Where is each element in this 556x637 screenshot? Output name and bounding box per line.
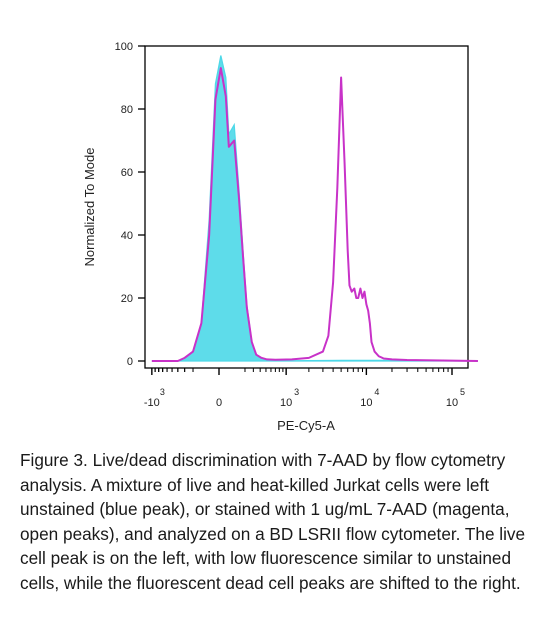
- figure-caption: Figure 3. Live/dead discrimination with …: [20, 450, 526, 593]
- y-tick-label: 60: [121, 167, 133, 179]
- x-tick-exponent: 5: [460, 387, 465, 397]
- x-axis-label: PE-Cy5-A: [277, 418, 335, 433]
- y-tick-label: 80: [121, 104, 133, 116]
- y-axis-label: Normalized To Mode: [82, 148, 97, 267]
- series-open-1: [151, 67, 478, 362]
- x-tick-label: -10: [144, 397, 160, 409]
- y-tick-label: 0: [127, 356, 133, 368]
- series-layer: [151, 55, 478, 362]
- x-tick-label: 10: [360, 397, 372, 409]
- y-tick-label: 100: [115, 41, 133, 53]
- x-tick-label: 0: [216, 397, 222, 409]
- x-tick-exponent: 3: [294, 387, 299, 397]
- y-axis: 0 20 40 60 80 100: [115, 41, 145, 368]
- series-fill: [151, 55, 478, 362]
- x-tick-label: 10: [280, 397, 292, 409]
- plot-frame: [144, 45, 469, 369]
- x-tick-label: 10: [446, 397, 458, 409]
- x-tick-exponent: 3: [160, 387, 165, 397]
- y-tick-label: 20: [121, 293, 133, 305]
- x-tick-exponent: 4: [374, 387, 379, 397]
- y-tick-label: 40: [121, 230, 133, 242]
- series-filled-0: [151, 55, 478, 362]
- series-line: [151, 67, 478, 362]
